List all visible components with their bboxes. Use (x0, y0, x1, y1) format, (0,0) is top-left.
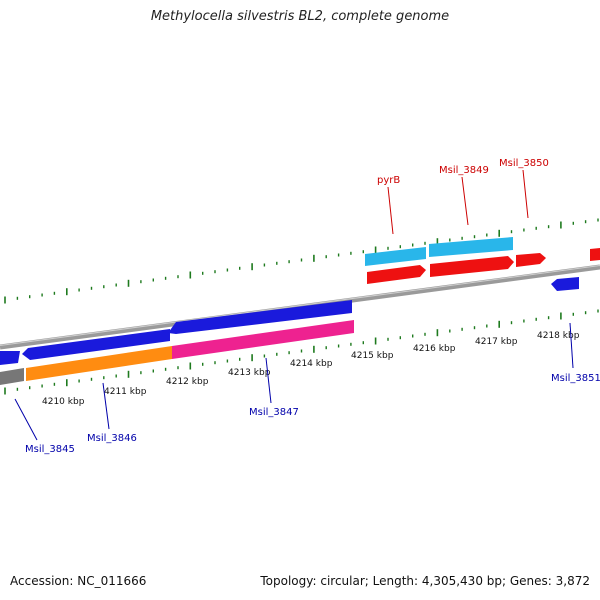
gene-block-cyan-3849[interactable] (429, 237, 513, 257)
leader-line (102, 382, 110, 430)
leader-line (461, 176, 469, 226)
genome-backbone-highlight (0, 265, 600, 346)
lower-tick-row (4, 309, 599, 395)
gene-block-orange[interactable] (26, 346, 172, 381)
gene-block-blue-left[interactable] (0, 351, 20, 365)
gene-label-msil-3849[interactable]: Msil_3849 (439, 165, 489, 176)
genome-summary-text: Topology: circular; Length: 4,305,430 bp… (260, 574, 590, 588)
scale-label: 4212 kbp (166, 377, 209, 387)
leader-line (14, 398, 38, 441)
leader-line (265, 357, 272, 404)
forward-gene-labels[interactable]: pyrB Msil_3849 Msil_3850 (377, 158, 549, 235)
gene-label-msil-3845[interactable]: Msil_3845 (25, 444, 75, 455)
reverse-gene-labels[interactable]: Msil_3845 Msil_3846 Msil_3847 Msil_3851 (14, 322, 600, 455)
gene-label-msil-3846[interactable]: Msil_3846 (87, 433, 137, 444)
gene-block-blue-3846[interactable] (22, 329, 170, 360)
scale-label: 4213 kbp (228, 368, 271, 378)
reverse-strand-genes[interactable] (0, 277, 579, 365)
leader-line (387, 186, 394, 235)
map-title: Methylocella silvestris BL2, complete ge… (150, 9, 450, 24)
gene-label-msil-3847[interactable]: Msil_3847 (249, 407, 299, 418)
scale-labels: 4210 kbp 4211 kbp 4212 kbp 4213 kbp 4214… (42, 331, 580, 407)
gene-block-red-right[interactable] (590, 248, 600, 261)
gene-block-gray[interactable] (0, 368, 24, 385)
gene-block-blue-3847[interactable] (168, 300, 352, 334)
forward-strand-genes[interactable] (365, 237, 600, 284)
gene-block-red-pyrB[interactable] (367, 265, 426, 284)
gene-block-cyan-pyrB[interactable] (365, 247, 426, 266)
gene-label-pyrB[interactable]: pyrB (377, 175, 400, 186)
scale-label: 4210 kbp (42, 397, 85, 407)
gene-block-pink[interactable] (172, 320, 354, 359)
lower-strand-genes[interactable] (0, 320, 354, 385)
gene-block-red-3850[interactable] (516, 253, 546, 267)
gene-label-msil-3851[interactable]: Msil_3851 (551, 373, 600, 384)
scale-label: 4218 kbp (537, 331, 580, 341)
gene-block-red-3849[interactable] (430, 256, 514, 277)
leader-line (569, 322, 574, 369)
scale-label: 4216 kbp (413, 344, 456, 354)
gene-block-blue-3851[interactable] (551, 277, 579, 291)
leader-line (522, 169, 529, 219)
accession-text: Accession: NC_011666 (10, 574, 147, 588)
scale-label: 4217 kbp (475, 337, 518, 347)
scale-label: 4214 kbp (290, 359, 333, 369)
gene-label-msil-3850[interactable]: Msil_3850 (499, 158, 549, 169)
scale-label: 4211 kbp (104, 387, 147, 397)
upper-tick-row (4, 218, 599, 304)
scale-label: 4215 kbp (351, 351, 394, 361)
